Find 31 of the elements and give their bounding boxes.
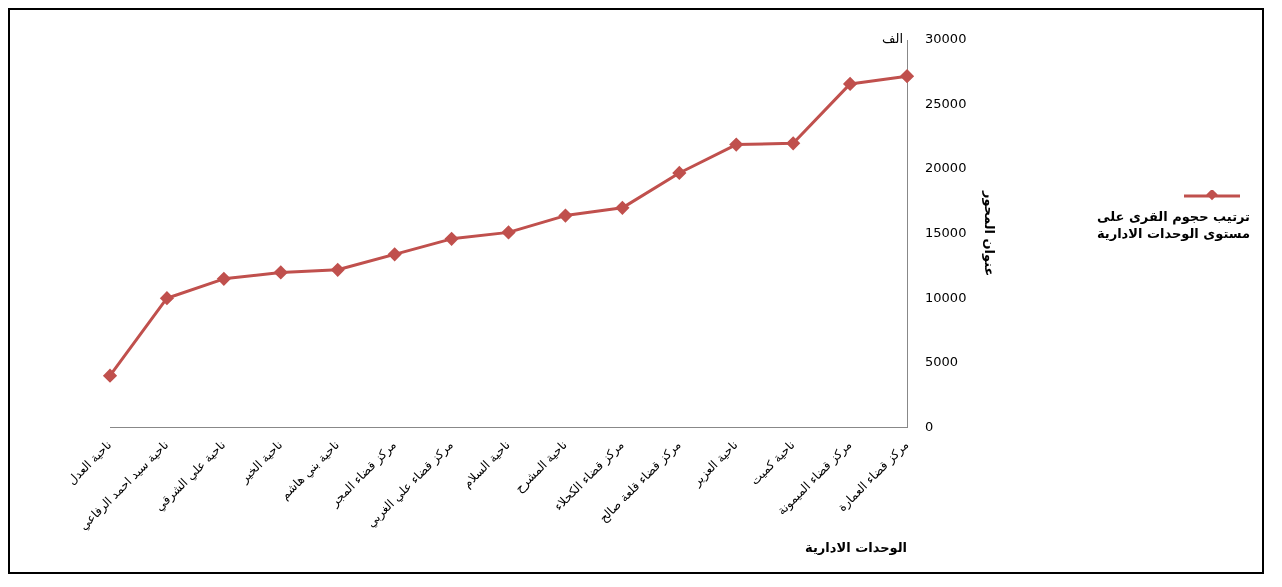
point [786, 136, 800, 150]
point [558, 209, 572, 223]
point [217, 272, 231, 286]
point [900, 69, 914, 83]
x-tick-label: ناحية العزير [689, 437, 742, 490]
point [615, 201, 629, 215]
y-tick-label: 10000 [925, 289, 967, 305]
y-tick-label: 0 [925, 418, 934, 434]
point [160, 291, 174, 305]
x-tick-label: ناحية كميت [747, 437, 798, 488]
y-tick-label: 20000 [925, 160, 967, 176]
point [502, 225, 516, 239]
x-tick-label: ناحية العدل [64, 437, 115, 488]
x-axis-title: الوحدات الادارية [805, 539, 908, 555]
y-tick-label: 25000 [925, 95, 967, 111]
y-tick-label: 30000 [925, 31, 967, 47]
point [274, 265, 288, 279]
point [388, 247, 402, 261]
point [672, 166, 686, 180]
x-tick-label: ناحية السلام [460, 437, 513, 491]
y-axis-title: عنوان المحور [981, 189, 997, 277]
point [103, 369, 117, 383]
y-tick-label: 5000 [925, 354, 959, 370]
annotation: الف [882, 31, 904, 47]
x-tick-label: ناحية الخير [236, 437, 286, 487]
point [843, 77, 857, 91]
legend-label: ترتيب حجوم القرى على مستوى الوحدات الادارية [1095, 208, 1250, 242]
point [331, 263, 345, 277]
point [445, 232, 459, 246]
point [729, 138, 743, 152]
y-tick-label: 15000 [925, 225, 967, 241]
